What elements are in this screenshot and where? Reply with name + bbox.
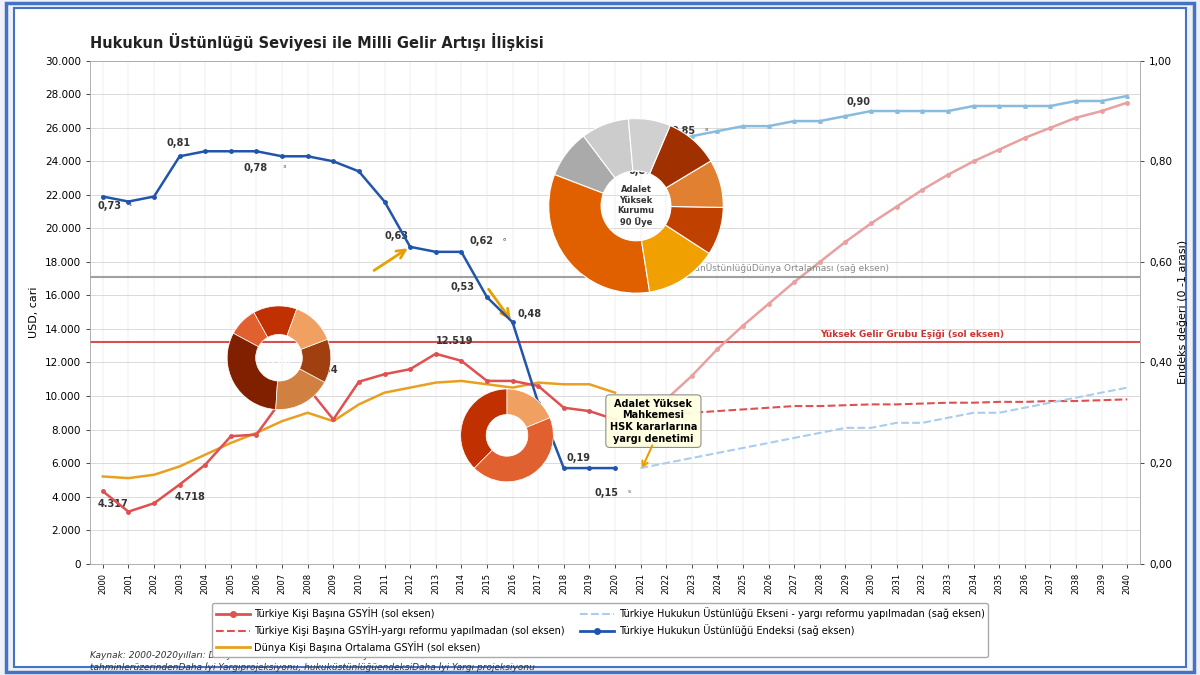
Wedge shape (649, 126, 710, 188)
Text: 0,85: 0,85 (671, 126, 696, 136)
Text: HukukunÜstünlüğüDünya Ortalaması (sağ eksen): HukukunÜstünlüğüDünya Ortalaması (sağ ek… (666, 263, 889, 273)
Text: 0,90: 0,90 (846, 97, 870, 107)
Text: ¹: ¹ (128, 202, 132, 211)
Text: 12.519: 12.519 (436, 336, 473, 346)
Text: ⁴: ⁴ (467, 337, 470, 346)
Wedge shape (474, 418, 553, 482)
Y-axis label: Endeks değeri (0 -1 arası): Endeks değeri (0 -1 arası) (1177, 240, 1188, 384)
Wedge shape (227, 333, 277, 410)
Text: Yüksek Gelir Grubu Eşiği (sol eksen): Yüksek Gelir Grubu Eşiği (sol eksen) (820, 330, 1004, 340)
Wedge shape (642, 225, 709, 292)
Text: 4.317: 4.317 (97, 499, 128, 509)
Wedge shape (629, 119, 670, 173)
Wedge shape (461, 389, 508, 468)
Wedge shape (276, 369, 325, 410)
Wedge shape (554, 136, 614, 193)
Text: 4.718: 4.718 (174, 492, 205, 502)
Text: 10.854: 10.854 (301, 364, 338, 375)
Text: Hukukun Üstünlüğü Seviyesi ile Milli Gelir Artışı İlişkisi: Hukukun Üstünlüğü Seviyesi ile Milli Gel… (90, 32, 544, 51)
Text: 0,63: 0,63 (384, 232, 408, 241)
Y-axis label: USD, cari: USD, cari (29, 286, 40, 338)
Text: Adalet
Yüksek
Kurumu
90 Üye: Adalet Yüksek Kurumu 90 Üye (618, 185, 654, 227)
Text: ⁵: ⁵ (628, 489, 631, 497)
Wedge shape (548, 175, 649, 293)
Legend: Türkiye Kişi Başına GSYİH (sol eksen), Türkiye Kişi Başına GSYİH-yargı reformu y: Türkiye Kişi Başına GSYİH (sol eksen), T… (211, 603, 989, 657)
Text: 2010
HSYK
22 üye: 2010 HSYK 22 üye (266, 345, 292, 365)
Wedge shape (665, 207, 724, 253)
Wedge shape (254, 306, 296, 338)
Text: Adalet Yüksek
Mahkemesi
HSK kararlarına
yargı denetimi: Adalet Yüksek Mahkemesi HSK kararlarına … (610, 399, 697, 443)
Wedge shape (287, 309, 328, 350)
Text: ⁸: ⁸ (704, 127, 708, 136)
Text: 0,73: 0,73 (97, 201, 121, 211)
Text: 0,15: 0,15 (594, 488, 618, 497)
Wedge shape (508, 389, 550, 427)
Text: 0,81: 0,81 (167, 138, 191, 148)
Text: 0,80: 0,80 (629, 166, 653, 176)
Text: Kaynak: 2000-2020yılları: DünyaBankası V-Dem; 2021-2023 yılları: GSYİH; TSKB Haz: Kaynak: 2000-2020yılları: DünyaBankası V… (90, 650, 535, 672)
Wedge shape (300, 340, 331, 382)
Text: 0,53: 0,53 (450, 281, 474, 292)
Text: 2017
HSK
13 üye: 2017 HSK 13 üye (493, 425, 521, 446)
Text: ³: ³ (282, 165, 286, 173)
Wedge shape (666, 161, 724, 207)
Text: 0,19: 0,19 (566, 452, 590, 462)
Wedge shape (583, 119, 632, 178)
Text: 0,62: 0,62 (469, 236, 493, 246)
Wedge shape (233, 313, 268, 347)
Text: ⁶: ⁶ (503, 238, 505, 246)
Text: 0,48: 0,48 (517, 309, 542, 319)
Text: 0,78: 0,78 (244, 163, 268, 173)
